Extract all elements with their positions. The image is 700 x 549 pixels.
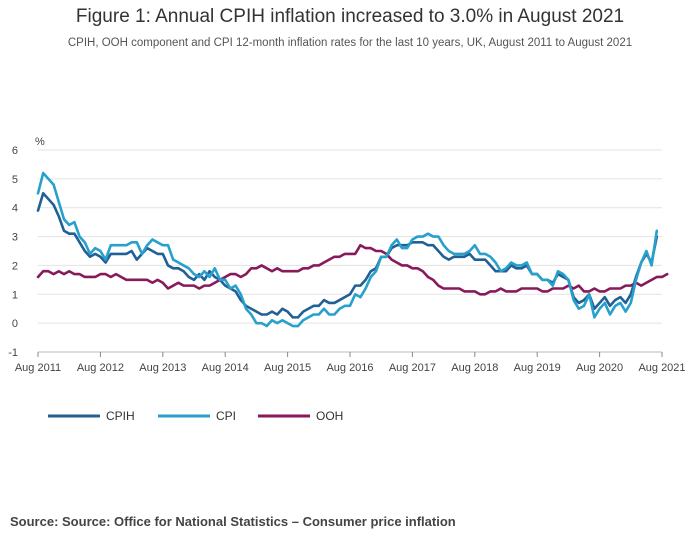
y-tick-label: 0 [12, 318, 18, 330]
y-tick-label: 4 [12, 203, 18, 215]
x-axis: Aug 2011 Aug 2012 Aug 2013 Aug 2014 Aug 2015… [15, 351, 686, 374]
chart-subtitle: CPIH, OOH component and CPI 12-month inf… [67, 37, 633, 49]
legend: CPIH CPI OOH [48, 409, 343, 423]
series-line-cpih [36, 191, 659, 319]
y-tick-label: -1 [8, 347, 18, 359]
series-line-cpi [36, 171, 659, 328]
legend-label-ooh: OOH [316, 409, 343, 423]
series-line-ooh [36, 243, 669, 296]
y-tick-label: 2 [12, 260, 18, 272]
y-tick-label: 3 [12, 232, 18, 244]
y-tick-label: 5 [12, 174, 18, 186]
x-tick-label: Aug 2013 [139, 362, 186, 374]
source-note: Source: Source: Office for National Stat… [10, 514, 456, 529]
y-tick-label: 6 [12, 145, 18, 157]
legend-label-cpi: CPI [216, 409, 236, 423]
x-tick-label: Aug 2012 [77, 362, 124, 374]
x-tick-label: Aug 2019 [514, 362, 561, 374]
y-axis: -1 0 1 2 3 4 5 6% [8, 136, 45, 359]
y-axis-label: % [35, 136, 45, 148]
x-tick-label: Aug 2014 [202, 362, 249, 374]
x-tick-label: Aug 2016 [326, 362, 373, 374]
x-tick-label: Aug 2020 [576, 362, 623, 374]
series-lines [36, 171, 669, 328]
x-tick-label: Aug 2021 [638, 362, 685, 374]
legend-label-cpih: CPIH [106, 409, 135, 423]
chart-title: Figure 1: Annual CPIH inflation increase… [75, 6, 625, 27]
x-tick-label: Aug 2011 [15, 362, 61, 374]
x-tick-label: Aug 2017 [389, 362, 436, 374]
x-tick-label: Aug 2018 [451, 362, 498, 374]
y-tick-label: 1 [12, 289, 18, 301]
x-tick-label: Aug 2015 [264, 362, 311, 374]
